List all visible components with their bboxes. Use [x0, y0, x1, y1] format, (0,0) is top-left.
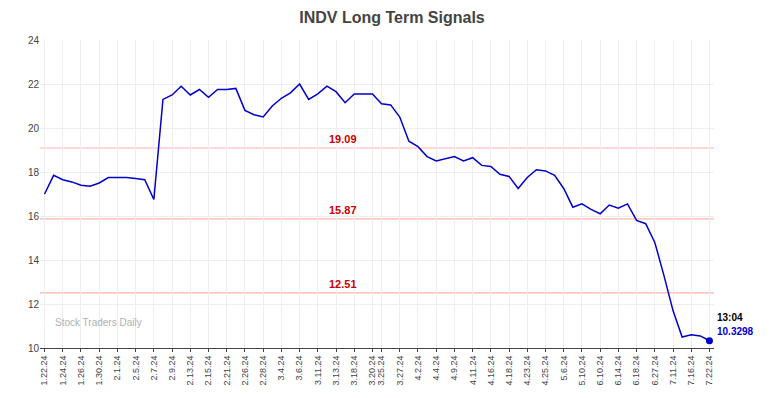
svg-text:2.26.24: 2.26.24	[240, 356, 250, 386]
svg-text:10: 10	[28, 343, 40, 354]
svg-text:15.87: 15.87	[329, 204, 357, 216]
svg-text:6.14.24: 6.14.24	[613, 356, 623, 386]
svg-text:2.21.24: 2.21.24	[222, 356, 232, 386]
svg-text:12: 12	[28, 299, 40, 310]
svg-text:1.26.24: 1.26.24	[76, 356, 86, 386]
svg-text:12.51: 12.51	[329, 278, 357, 290]
svg-text:4.2.24: 4.2.24	[413, 356, 423, 381]
svg-text:24: 24	[28, 35, 40, 46]
svg-text:5.6.24: 5.6.24	[559, 356, 569, 381]
svg-text:INDV Long Term Signals: INDV Long Term Signals	[299, 9, 485, 26]
svg-text:1.22.24: 1.22.24	[39, 356, 49, 386]
svg-text:2.1.24: 2.1.24	[112, 356, 122, 381]
svg-text:4.9.24: 4.9.24	[449, 356, 459, 381]
svg-text:7.22.24: 7.22.24	[704, 356, 714, 386]
svg-text:7.16.24: 7.16.24	[686, 356, 696, 386]
svg-text:3.6.24: 3.6.24	[295, 356, 305, 381]
svg-text:1.30.24: 1.30.24	[94, 356, 104, 386]
svg-text:4.25.24: 4.25.24	[540, 356, 550, 386]
svg-text:3.13.24: 3.13.24	[331, 356, 341, 386]
svg-text:2.7.24: 2.7.24	[149, 356, 159, 381]
svg-text:3.11.24: 3.11.24	[313, 356, 323, 385]
svg-text:3.20.24: 3.20.24	[367, 356, 377, 386]
svg-text:7.11.24: 7.11.24	[668, 356, 678, 385]
svg-text:2.5.24: 2.5.24	[131, 356, 141, 381]
svg-text:6.10.24: 6.10.24	[595, 356, 605, 386]
svg-text:16: 16	[28, 211, 40, 222]
svg-text:13:04: 13:04	[717, 312, 743, 323]
svg-text:2.15.24: 2.15.24	[203, 356, 213, 386]
svg-text:4.18.24: 4.18.24	[504, 356, 514, 386]
svg-text:Stock Traders Daily: Stock Traders Daily	[55, 317, 142, 328]
svg-text:2.28.24: 2.28.24	[258, 356, 268, 386]
svg-text:3.27.24: 3.27.24	[395, 356, 405, 386]
svg-text:6.27.24: 6.27.24	[650, 356, 660, 386]
svg-text:4.23.24: 4.23.24	[522, 356, 532, 386]
svg-text:22: 22	[28, 79, 40, 90]
svg-text:19.09: 19.09	[329, 133, 357, 145]
svg-text:18: 18	[28, 167, 40, 178]
svg-text:3.4.24: 3.4.24	[276, 356, 286, 381]
svg-text:14: 14	[28, 255, 40, 266]
svg-text:2.13.24: 2.13.24	[185, 356, 195, 386]
svg-text:1.24.24: 1.24.24	[58, 356, 68, 386]
svg-text:5.10.24: 5.10.24	[577, 356, 587, 386]
svg-text:6.18.24: 6.18.24	[632, 356, 642, 386]
svg-text:4.11.24: 4.11.24	[468, 356, 478, 385]
svg-text:3.18.24: 3.18.24	[349, 356, 359, 386]
svg-text:4.16.24: 4.16.24	[486, 356, 496, 386]
svg-text:20: 20	[28, 123, 40, 134]
svg-text:3.25.24: 3.25.24	[376, 356, 386, 386]
svg-text:2.9.24: 2.9.24	[167, 356, 177, 381]
svg-text:10.3298: 10.3298	[717, 326, 754, 337]
svg-text:4.4.24: 4.4.24	[431, 356, 441, 381]
